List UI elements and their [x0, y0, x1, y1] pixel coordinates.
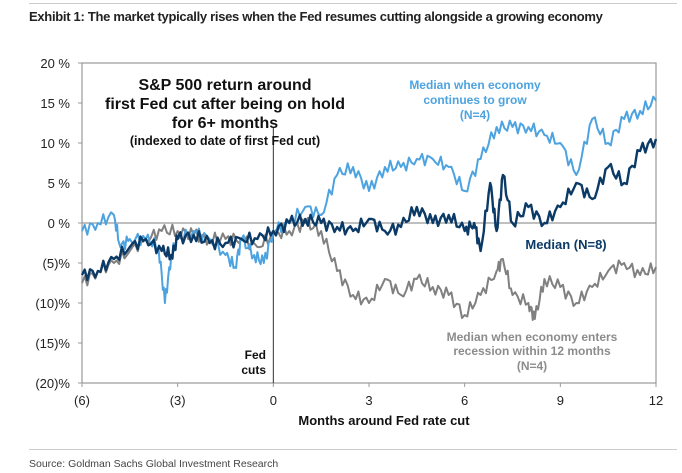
chart-title-line-3: for 6+ months	[172, 115, 278, 132]
y-tick-label: (5)%	[43, 256, 71, 271]
fed-cuts-label-1: Fed	[245, 348, 266, 362]
growth-label-3: (N=4)	[460, 108, 490, 122]
x-axis-label: Months around Fed rate cut	[298, 413, 470, 428]
y-tick-label: 0 %	[48, 216, 71, 231]
y-tick-label: (20)%	[35, 376, 70, 391]
exhibit-title: Exhibit 1: The market typically rises wh…	[29, 9, 603, 24]
x-tick-label: 3	[365, 393, 372, 408]
median-label: Median (N=8)	[525, 237, 606, 252]
median-series-line	[80, 137, 658, 282]
x-tick-label: (6)	[74, 393, 90, 408]
chart-subtitle: (indexed to date of first Fed cut)	[130, 134, 320, 148]
source-note: Source: Goldman Sachs Global Investment …	[29, 458, 279, 470]
y-tick-label: 15 %	[40, 96, 70, 111]
top-divider	[29, 3, 677, 4]
fed-cuts-label-2: cuts	[241, 363, 266, 377]
y-tick-label: 10 %	[40, 136, 70, 151]
x-tick-label: 6	[461, 393, 468, 408]
y-tick-label: 5 %	[48, 176, 71, 191]
recession-label-2: recession within 12 months	[453, 344, 611, 358]
bottom-divider	[29, 449, 677, 450]
growth-label-2: continues to grow	[423, 93, 527, 107]
recession-series-line	[81, 216, 657, 321]
chart-title-line-1: S&P 500 return around	[138, 77, 311, 94]
x-tick-label: 9	[557, 393, 564, 408]
x-tick-label: 12	[649, 393, 663, 408]
growth-label-1: Median when economy	[409, 78, 541, 92]
growth-series-line	[81, 95, 657, 304]
y-tick-label: (10)%	[35, 296, 70, 311]
recession-label-3: (N=4)	[517, 359, 547, 373]
y-tick-label: 20 %	[40, 56, 70, 71]
chart-title-line-2: first Fed cut after being on hold	[105, 96, 345, 113]
x-tick-label: 0	[270, 393, 277, 408]
x-tick-label: (3)	[170, 393, 186, 408]
recession-label-1: Median when economy enters	[447, 330, 618, 344]
y-tick-label: (15)%	[35, 336, 70, 351]
